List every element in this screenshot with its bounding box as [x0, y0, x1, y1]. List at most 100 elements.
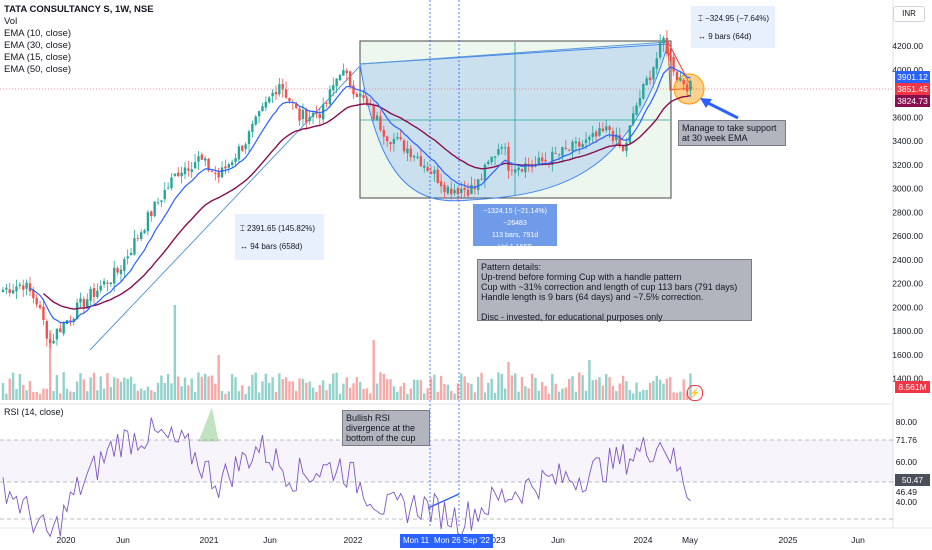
badge-ema10: 3901.12 [895, 71, 930, 83]
currency-button[interactable]: INR [893, 6, 925, 22]
symbol-title[interactable]: TATA CONSULTANCY S, 1W, NSE [4, 4, 154, 15]
candle-body [335, 78, 338, 87]
candle-body [173, 173, 177, 176]
candle-body [352, 85, 355, 95]
candle-body [11, 290, 15, 294]
rsi-axis-label: 46.49 [896, 487, 918, 497]
candle-body [618, 135, 621, 147]
candle-body [642, 84, 645, 99]
legend-ema-15[interactable]: EMA (15, close) [4, 52, 72, 63]
legend-ema-30[interactable]: EMA (30, close) [4, 40, 72, 51]
volume-bar [473, 392, 476, 400]
candle-body [631, 113, 635, 125]
volume-bar [123, 377, 126, 400]
rsi-label[interactable]: RSI (14, close) [4, 407, 64, 417]
lightning-icon[interactable]: ⚡ [687, 385, 703, 401]
volume-bar [345, 377, 348, 400]
volume-bar [116, 378, 119, 400]
candle-body [439, 181, 443, 187]
candle-body [180, 172, 183, 177]
candle-body [365, 98, 369, 104]
price-axis-label: 2600.00 [892, 231, 923, 241]
legend-ema-10[interactable]: EMA (10, close) [4, 28, 72, 39]
candle-body [35, 297, 38, 305]
candle-body [268, 97, 271, 103]
rsi-axis-label: 80.00 [896, 417, 918, 427]
volume-bar [352, 383, 355, 400]
note-support[interactable]: Manage to take support at 30 week EMA [678, 120, 786, 146]
volume-bar [429, 377, 433, 400]
volume-bar [665, 378, 669, 400]
volume-bar [332, 373, 335, 400]
candle-body [672, 56, 675, 72]
volume-bar [305, 382, 308, 400]
candle-body [453, 189, 456, 194]
badge-ema30: 3824.73 [895, 95, 930, 107]
candle-body [564, 147, 567, 149]
volume-bar [369, 393, 372, 400]
support-arrow[interactable] [703, 99, 739, 120]
legend-vol[interactable]: Vol [4, 16, 18, 27]
note-pattern[interactable]: Pattern details: Up-trend before forming… [477, 259, 752, 322]
cup-shape[interactable] [359, 43, 669, 202]
volume-bar [22, 384, 25, 400]
rsi-line[interactable] [2, 417, 691, 538]
candle-body [655, 58, 658, 69]
volume-bar [433, 374, 436, 400]
volume-bar [439, 375, 443, 400]
candle-body [251, 124, 254, 132]
candle-body [372, 105, 375, 120]
volume-bar [426, 388, 429, 400]
cup-lip-line[interactable] [359, 41, 669, 65]
volume-bar [75, 381, 79, 400]
time-highlight-2: Mon 26 Sep '22 [431, 534, 493, 548]
support-circle[interactable] [673, 73, 705, 105]
volume-bar [11, 372, 15, 400]
ema-30-line[interactable] [42, 94, 691, 310]
candle-body [5, 287, 8, 290]
volume-bar [311, 387, 315, 400]
candle-body [591, 133, 594, 137]
candle-body [652, 67, 655, 80]
volume-bar [584, 390, 588, 400]
price-axis-label: 3600.00 [892, 112, 923, 122]
volume-bar [264, 373, 268, 400]
volume-bar [284, 377, 288, 400]
candle-body [497, 148, 500, 155]
candle-body [608, 126, 611, 131]
measure-left-box[interactable] [235, 214, 324, 260]
height-icon: ⌶ [240, 224, 248, 233]
candle-body [274, 91, 278, 95]
volume-bar [338, 393, 342, 400]
candle-body [48, 339, 52, 344]
time-axis[interactable]: 2020 Jun 2021 Jun 2022 2023 Jun 2024 May 2025 Jun [57, 535, 866, 545]
note-rsi[interactable]: Bullish RSI divergence at the bottom of … [342, 410, 430, 446]
volume-bar [45, 388, 49, 400]
legend-ema-50[interactable]: EMA (50, close) [4, 64, 72, 75]
volume-bar [365, 388, 369, 400]
volume-bar [608, 377, 611, 400]
rsi-axis-label: 40.00 [896, 497, 918, 507]
uptrend-line[interactable] [89, 65, 361, 351]
price-axis[interactable]: 4200.00 4000.00 3600.00 3400.00 3200.00 3000.… [892, 41, 923, 384]
candle-body [412, 156, 416, 158]
volume-bar [139, 388, 143, 400]
volume-bar [261, 381, 264, 400]
volume-bar [658, 379, 662, 400]
measure-top-box[interactable] [691, 6, 775, 48]
time-axis-label: Jun [263, 535, 277, 545]
volume-bar [230, 374, 234, 400]
rsi-overbought-area [198, 407, 219, 442]
candle-body [338, 75, 342, 81]
volume-bar [598, 376, 601, 400]
ema-10-line[interactable] [29, 66, 691, 324]
volume-bar [470, 383, 473, 400]
candle-body [379, 116, 382, 130]
candle-body [190, 169, 193, 172]
volume-bar [281, 379, 284, 400]
candle-body [638, 98, 642, 106]
volume-bar [79, 373, 82, 400]
cup-measure-label[interactable]: −1324.15 (−21.14%) −26483 113 bars, 791d… [473, 204, 557, 251]
